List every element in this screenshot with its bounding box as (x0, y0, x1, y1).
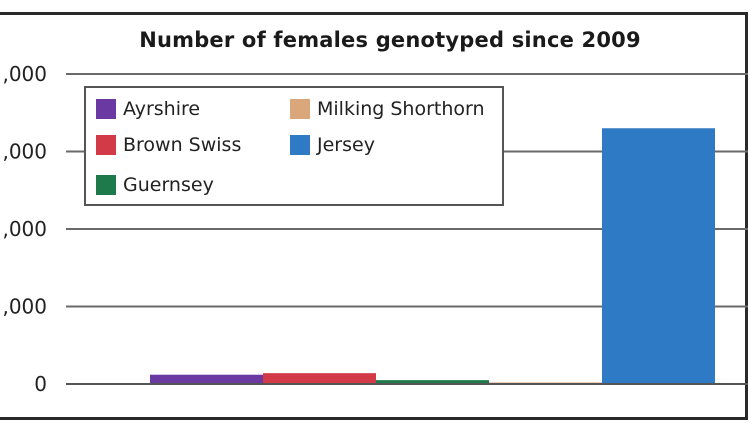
legend-label-ayrshire: Ayrshire (123, 98, 201, 120)
y-tick-label: ,000 (2, 140, 47, 164)
y-tick-label: ,000 (2, 62, 47, 86)
bar-ayrshire (150, 374, 263, 384)
legend-swatch-jersey (290, 135, 310, 155)
legend-item-milking-shorthorn: Milking Shorthorn (290, 98, 485, 120)
legend-item-guernsey: Guernsey (96, 174, 214, 196)
y-tick-label: ,000 (2, 295, 47, 319)
y-tick-label: ,000 (2, 217, 47, 241)
legend-swatch-brown-swiss (96, 135, 116, 155)
legend-swatch-guernsey (96, 175, 116, 195)
legend-label-milking-shorthorn: Milking Shorthorn (317, 98, 485, 120)
legend-item-brown-swiss: Brown Swiss (96, 134, 241, 156)
y-tick-label: 0 (34, 372, 47, 396)
legend-item-ayrshire: Ayrshire (96, 98, 200, 120)
bar-guernsey (376, 380, 489, 384)
legend-swatch-ayrshire (96, 99, 116, 119)
legend: Ayrshire Milking Shorthorn Brown Swiss J… (84, 86, 504, 206)
bars (150, 128, 715, 384)
y-tick-labels: 0 ,000 ,000 ,000 ,000 (2, 62, 47, 396)
legend-label-guernsey: Guernsey (123, 174, 214, 196)
chart-title: Number of females genotyped since 2009 (139, 28, 641, 52)
legend-item-jersey: Jersey (290, 134, 375, 156)
legend-label-jersey: Jersey (317, 134, 375, 156)
legend-label-brown-swiss: Brown Swiss (123, 134, 242, 156)
legend-swatch-milking-shorthorn (290, 99, 310, 119)
bar-jersey (602, 128, 715, 384)
bar-brown-swiss (263, 373, 376, 384)
